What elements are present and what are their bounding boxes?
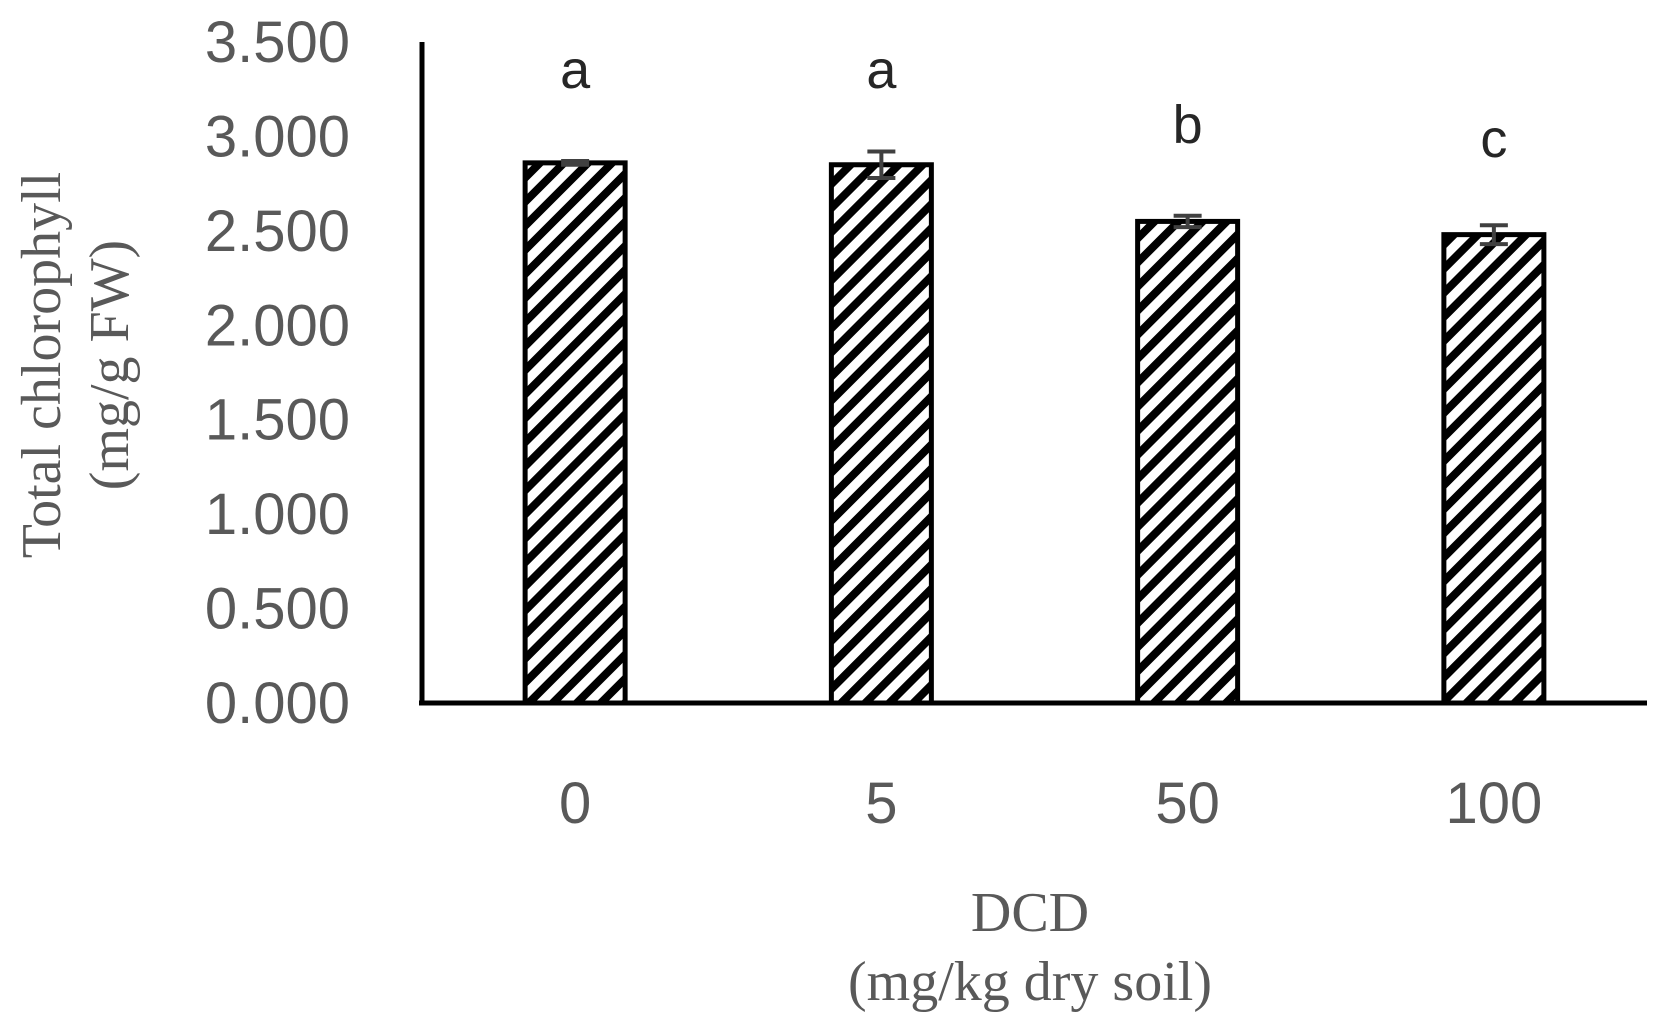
error-bar-5	[867, 149, 896, 180]
bar-5	[828, 162, 934, 706]
y-tick-label: 3.500	[205, 10, 350, 75]
y-tick-label: 0.000	[205, 671, 350, 736]
y-tick-label: 1.500	[205, 388, 350, 453]
significance-label-100: c	[1480, 109, 1507, 169]
bar-0	[522, 160, 628, 706]
error-bar-0	[561, 158, 590, 167]
y-tick-label: 0.500	[205, 577, 350, 642]
x-tick-label: 5	[865, 771, 897, 836]
y-tick-labels: 0.000 0.500 1.000 1.500 2.000 2.500 3.000 3.500	[205, 10, 350, 736]
error-bar-100	[1479, 223, 1508, 247]
bar-100	[1441, 232, 1547, 706]
y-axis-title-line2: (mg/g FW)	[79, 240, 141, 490]
x-tick-labels: 0 5 50 100	[559, 771, 1542, 836]
y-tick-label: 2.500	[205, 199, 350, 264]
error-bar-50	[1173, 213, 1202, 230]
significance-label-5: a	[866, 40, 897, 100]
x-tick-label: 50	[1155, 771, 1220, 836]
significance-labels: a a b c	[560, 40, 1507, 169]
x-tick-label: 100	[1445, 771, 1542, 836]
y-axis-title: Total chlorophyll (mg/g FW)	[11, 172, 141, 558]
bar-series	[522, 160, 1547, 706]
x-axis-title-line2: (mg/kg dry soil)	[848, 951, 1212, 1013]
y-axis-title-line1: Total chlorophyll	[11, 172, 73, 558]
y-tick-label: 1.000	[205, 482, 350, 547]
error-bars	[561, 149, 1508, 247]
y-tick-label: 2.000	[205, 293, 350, 358]
significance-label-50: b	[1173, 95, 1203, 155]
x-tick-label: 0	[559, 771, 591, 836]
significance-label-0: a	[560, 40, 591, 100]
x-axis-title-line1: DCD	[971, 882, 1089, 944]
y-tick-label: 3.000	[205, 104, 350, 169]
bar-50	[1135, 218, 1241, 706]
